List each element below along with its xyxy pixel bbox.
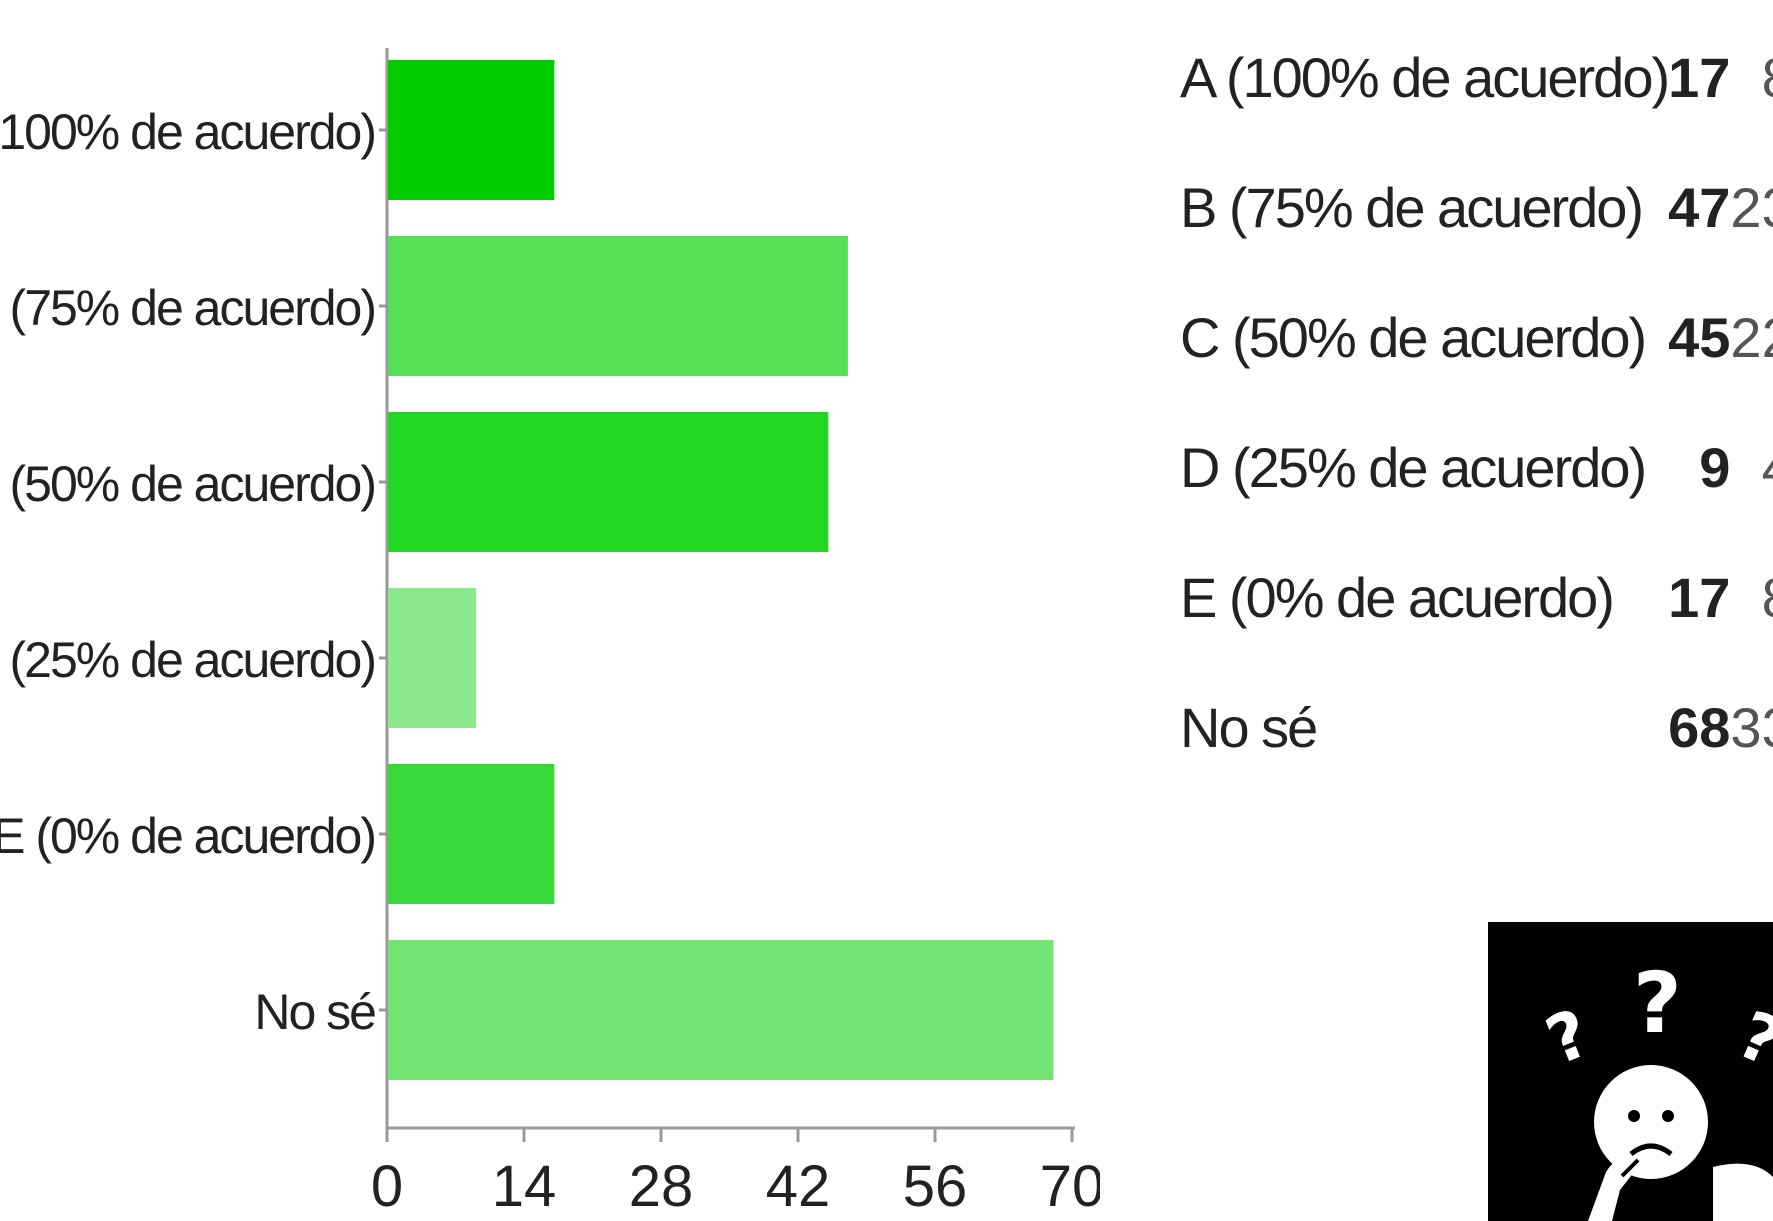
x-tick-label: 0 bbox=[371, 1154, 403, 1219]
legend-count: 17 bbox=[1668, 565, 1731, 629]
legend-row: D (25% de acuerdo) 9 4% bbox=[1180, 402, 1773, 532]
bar bbox=[388, 412, 829, 552]
legend-count: 47 bbox=[1668, 175, 1731, 239]
legend-count: 68 bbox=[1668, 695, 1731, 759]
legend-percent: 22% bbox=[1730, 305, 1773, 369]
category-label: A (100% de acuerdo) bbox=[0, 104, 375, 160]
legend-count: 9 bbox=[1699, 435, 1731, 499]
x-tick-label: 56 bbox=[903, 1154, 968, 1219]
legend-count: 45 bbox=[1668, 305, 1731, 369]
head-icon bbox=[1594, 1065, 1708, 1179]
legend-percent: 33% bbox=[1730, 695, 1773, 759]
legend-label: No sé bbox=[1180, 695, 1318, 759]
legend-label: E (0% de acuerdo) bbox=[1180, 565, 1615, 629]
category-label: D (25% de acuerdo) bbox=[0, 632, 375, 688]
category-label: B (75% de acuerdo) bbox=[0, 280, 375, 336]
legend-label: A (100% de acuerdo) bbox=[1180, 45, 1670, 109]
question-mark-icon: ? bbox=[1727, 996, 1773, 1082]
shoulder-icon bbox=[1713, 1163, 1773, 1221]
legend-percent: 8% bbox=[1730, 12, 1773, 142]
category-label: C (50% de acuerdo) bbox=[0, 456, 375, 512]
thinking-person-icon: ? ? ? bbox=[1488, 922, 1773, 1221]
legend-percent: 4% bbox=[1730, 402, 1773, 532]
x-tick-label: 28 bbox=[629, 1154, 694, 1219]
legend-label: C (50% de acuerdo) bbox=[1180, 305, 1647, 369]
bar bbox=[388, 60, 555, 200]
bar bbox=[388, 764, 555, 904]
category-label: No sé bbox=[254, 984, 375, 1040]
legend-label: D (25% de acuerdo) bbox=[1180, 435, 1647, 499]
bar bbox=[388, 588, 477, 728]
legend-percent: 23% bbox=[1730, 175, 1773, 239]
bar bbox=[388, 940, 1054, 1080]
bar-chart: A (100% de acuerdo) B (75% de acuerdo) C (… bbox=[0, 48, 1100, 1219]
legend-percent: 8% bbox=[1730, 532, 1773, 662]
legend-row: A (100% de acuerdo) 17 8% bbox=[1180, 12, 1773, 142]
legend-row: No sé 68 33% bbox=[1180, 662, 1773, 792]
category-label: E (0% de acuerdo) bbox=[0, 808, 375, 864]
legend-table: A (100% de acuerdo) 17 8% B (75% de acue… bbox=[1180, 12, 1773, 792]
x-tick-label: 14 bbox=[492, 1154, 557, 1219]
category-labels-group: A (100% de acuerdo) B (75% de acuerdo) C (… bbox=[0, 104, 387, 1040]
bars-group bbox=[388, 60, 1054, 1080]
legend-row: B (75% de acuerdo) 47 23% bbox=[1180, 142, 1773, 272]
legend-row: E (0% de acuerdo) 17 8% bbox=[1180, 532, 1773, 662]
x-ticks-group: 0 14 28 42 56 70 bbox=[371, 1128, 1100, 1219]
question-mark-icon: ? bbox=[1536, 994, 1600, 1080]
x-tick-label: 42 bbox=[766, 1154, 831, 1219]
x-tick-label: 70 bbox=[1040, 1154, 1100, 1219]
legend-count: 17 bbox=[1668, 45, 1731, 109]
legend-label: B (75% de acuerdo) bbox=[1180, 175, 1644, 239]
legend-row: C (50% de acuerdo) 45 22% bbox=[1180, 272, 1773, 402]
question-mark-icon: ? bbox=[1633, 954, 1682, 1052]
bar bbox=[388, 236, 848, 376]
